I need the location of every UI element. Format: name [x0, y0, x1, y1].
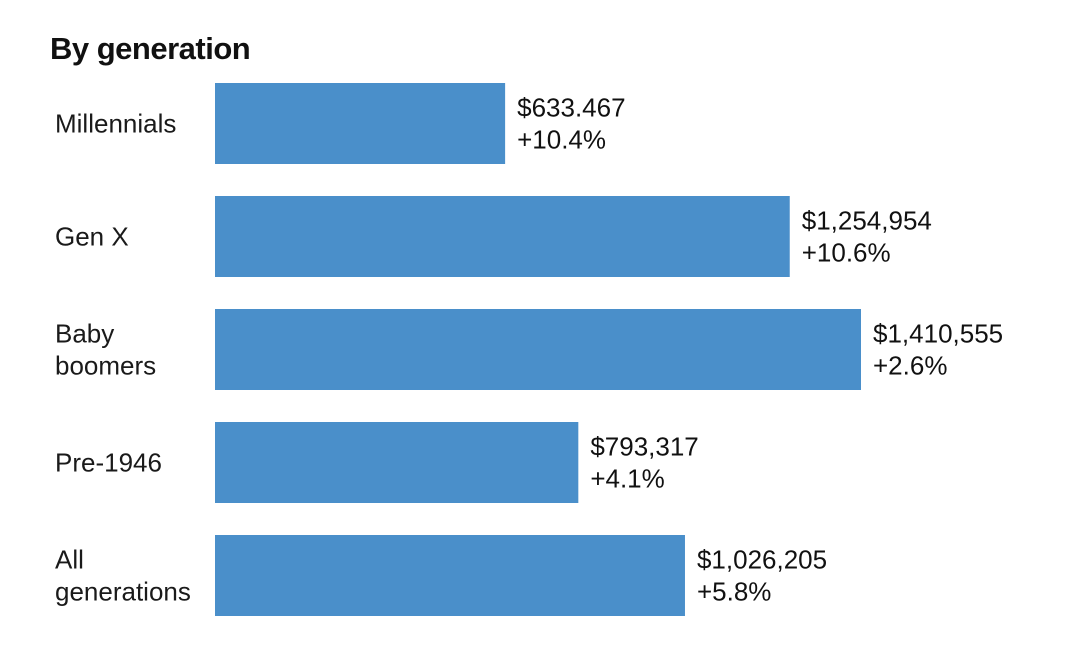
value-label-2: $1,410,555 — [873, 319, 1003, 349]
category-label-2: Baby boomers — [55, 319, 156, 381]
bar-3 — [215, 422, 579, 503]
category-label-0: Millennials — [55, 109, 176, 139]
bar-4 — [215, 535, 685, 616]
value-label-4: $1,026,205 — [697, 545, 827, 575]
change-label-2: +2.6% — [873, 351, 947, 381]
bar-0 — [215, 83, 506, 164]
value-label-3: $793,317 — [590, 432, 698, 462]
category-label-3: Pre-1946 — [55, 448, 162, 478]
bar-2 — [215, 309, 861, 390]
change-label-0: +10.4% — [517, 125, 606, 155]
value-label-0: $633.467 — [517, 93, 625, 123]
change-label-1: +10.6% — [802, 238, 891, 268]
chart-title: By generation — [50, 31, 251, 66]
change-label-3: +4.1% — [590, 464, 664, 494]
value-label-1: $1,254,954 — [802, 206, 932, 236]
bar-1 — [215, 196, 790, 277]
change-label-4: +5.8% — [697, 577, 771, 607]
category-label-1: Gen X — [55, 222, 129, 252]
category-label-4: All generations — [55, 545, 191, 607]
